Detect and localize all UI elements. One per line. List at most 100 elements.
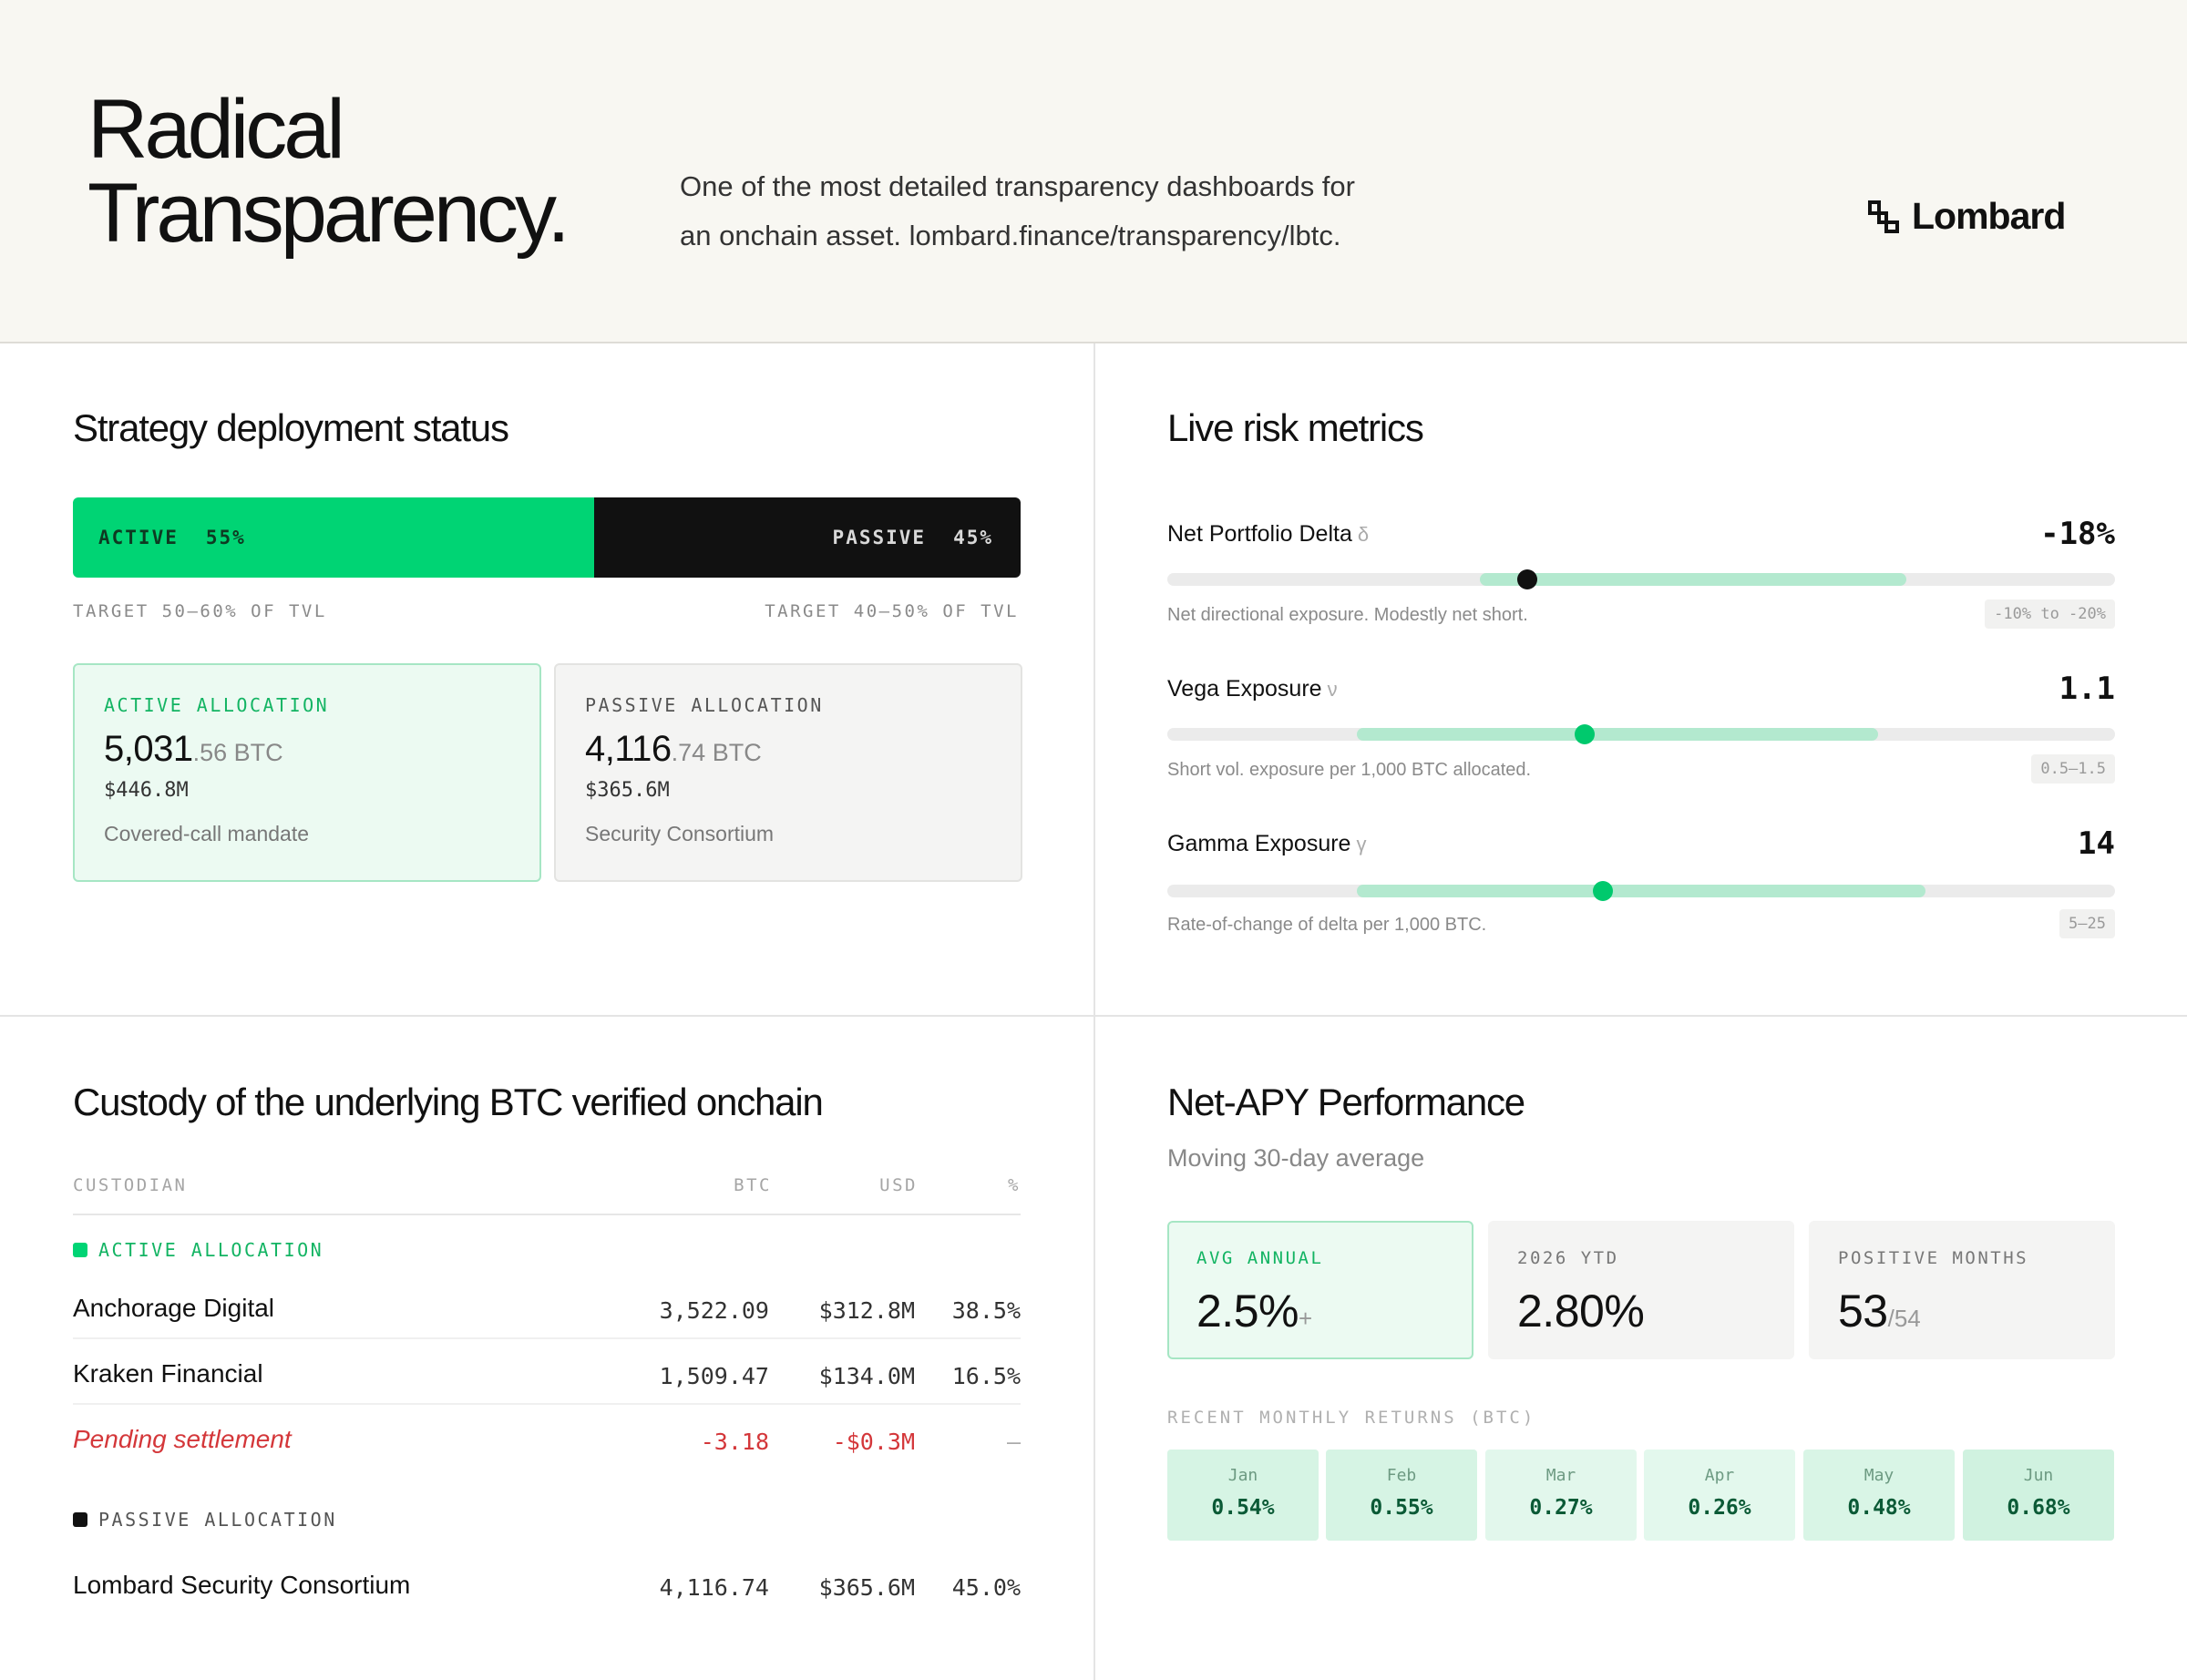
active-allocation-usd: $446.8M — [104, 779, 189, 802]
column-header-pct: % — [1008, 1175, 1021, 1195]
grid-divider-horizontal — [0, 1015, 2187, 1017]
apy-title: Net-APY Performance — [1167, 1081, 1525, 1123]
column-header-btc: BTC — [734, 1175, 772, 1195]
month-name: May — [1864, 1466, 1894, 1485]
passive-allocation-card: PASSIVE ALLOCATION 4,116.74 BTC $365.6M … — [554, 663, 1022, 882]
stat-label: AVG ANNUAL — [1196, 1248, 1324, 1268]
table-header-rule — [73, 1214, 1021, 1215]
brand-logo[interactable]: Lombard — [1868, 195, 2066, 238]
stat-card-avg-annual: AVG ANNUAL 2.5%+ — [1167, 1221, 1473, 1359]
passive-allocation-btc-int: 4,116 — [585, 729, 672, 769]
table-row[interactable]: Lombard Security Consortium 4,116.74 $36… — [73, 1551, 1021, 1616]
active-allocation-unit-text: BTC — [233, 739, 283, 766]
month-return-cell[interactable]: May 0.48% — [1803, 1450, 1955, 1541]
month-value: 0.54% — [1211, 1496, 1275, 1520]
passive-allocation-unit-text: BTC — [712, 739, 762, 766]
stat-value-main: 2.5% — [1196, 1286, 1299, 1337]
month-value: 0.48% — [1847, 1496, 1911, 1520]
metric-name-text: Gamma Exposure — [1167, 831, 1351, 856]
vega-symbol: ν — [1327, 678, 1338, 701]
table-row[interactable]: Anchorage Digital 3,522.09 $312.8M 38.5% — [73, 1274, 1021, 1339]
month-return-cell[interactable]: Jun 0.68% — [1963, 1450, 2114, 1541]
month-value: 0.27% — [1529, 1496, 1593, 1520]
deployment-active-label: ACTIVE — [98, 527, 179, 548]
monthly-returns-label: RECENT MONTHLY RETURNS (BTC) — [1167, 1408, 1536, 1428]
month-value: 0.26% — [1688, 1496, 1751, 1520]
custodian-usd: $312.8M — [818, 1297, 915, 1324]
passive-group-text: PASSIVE ALLOCATION — [98, 1509, 337, 1531]
custodian-name: Anchorage Digital — [73, 1294, 275, 1322]
grid-divider-vertical — [1094, 343, 1095, 1680]
active-group-label: ACTIVE ALLOCATION — [73, 1239, 323, 1261]
month-return-cell[interactable]: Jan 0.54% — [1167, 1450, 1319, 1541]
stat-value: 53/54 — [1838, 1285, 2086, 1337]
active-allocation-btc: 5,031.56 BTC — [104, 729, 510, 770]
metric-description: Net directional exposure. Modestly net s… — [1167, 605, 1528, 625]
page-title-line1: Radical — [87, 83, 345, 176]
lombard-logo-icon — [1868, 200, 1899, 233]
table-row-pending[interactable]: Pending settlement -3.18 -$0.3M — — [73, 1405, 1021, 1470]
custodian-pct: 38.5% — [951, 1297, 1021, 1324]
table-row[interactable]: Kraken Financial 1,509.47 $134.0M 16.5% — [73, 1339, 1021, 1405]
metric-marker — [1593, 881, 1614, 901]
deployment-active-pct: 55% — [205, 527, 246, 548]
custodian-pct: 45.0% — [951, 1574, 1021, 1601]
metric-name: Vega Exposure ν — [1167, 676, 1338, 702]
active-allocation-label: ACTIVE ALLOCATION — [104, 694, 330, 716]
passive-target-note: TARGET 40–50% OF TVL — [765, 601, 1019, 621]
deployment-title: Strategy deployment status — [73, 406, 509, 449]
stat-label: POSITIVE MONTHS — [1838, 1248, 2029, 1268]
column-header-custodian: CUSTODIAN — [73, 1175, 188, 1195]
deployment-bar-passive: PASSIVE 45% — [594, 497, 1021, 578]
custodian-btc: 1,509.47 — [659, 1363, 769, 1389]
passive-allocation-btc-dec: .74 — [671, 739, 706, 766]
page-title: Radical Transparency. — [87, 83, 570, 255]
deployment-bar: ACTIVE 55% PASSIVE 45% — [73, 497, 1021, 578]
metric-net-portfolio-delta: Net Portfolio Delta δ -18% Net directiona… — [1167, 516, 2115, 634]
month-return-cell[interactable]: Feb 0.55% — [1326, 1450, 1477, 1541]
month-name: Jan — [1227, 1466, 1258, 1485]
custodian-name: Kraken Financial — [73, 1359, 263, 1388]
metric-target-range — [1357, 728, 1878, 741]
metric-target-range — [1357, 885, 1925, 897]
deployment-bar-active: ACTIVE 55% — [73, 497, 594, 578]
page-header: Radical Transparency. One of the most de… — [0, 0, 2187, 343]
apy-subtitle: Moving 30-day average — [1167, 1144, 1425, 1172]
metric-name: Gamma Exposure γ — [1167, 831, 1366, 857]
month-return-cell[interactable]: Apr 0.26% — [1644, 1450, 1795, 1541]
stat-card-positive-months: POSITIVE MONTHS 53/54 — [1809, 1221, 2115, 1359]
custodian-pct: — — [1006, 1429, 1021, 1455]
active-allocation-card: ACTIVE ALLOCATION 5,031.56 BTC $446.8M C… — [73, 663, 541, 882]
delta-symbol: δ — [1357, 523, 1370, 546]
stat-value-main: 2.80% — [1517, 1286, 1645, 1337]
metric-marker — [1574, 724, 1595, 744]
custodian-btc: -3.18 — [700, 1429, 769, 1455]
risk-title: Live risk metrics — [1167, 406, 1424, 449]
passive-allocation-btc: 4,116.74 BTC — [585, 729, 991, 770]
month-name: Mar — [1545, 1466, 1576, 1485]
stat-value-main: 53 — [1838, 1286, 1888, 1337]
month-return-cell[interactable]: Mar 0.27% — [1485, 1450, 1637, 1541]
active-allocation-btc-int: 5,031 — [104, 729, 193, 769]
page-description: One of the most detailed transparency da… — [680, 162, 1427, 261]
stat-value: 2.5%+ — [1196, 1285, 1444, 1337]
month-name: Jun — [2023, 1466, 2054, 1485]
column-header-usd: USD — [879, 1175, 918, 1195]
stat-value-suffix: + — [1298, 1305, 1313, 1332]
metric-name-text: Vega Exposure — [1167, 676, 1322, 702]
metric-description: Rate-of-change of delta per 1,000 BTC. — [1167, 915, 1487, 935]
metric-range-badge: -10% to -20% — [1985, 599, 2115, 629]
custodian-usd: $365.6M — [818, 1574, 915, 1601]
metric-vega-exposure: Vega Exposure ν 1.1 Short vol. exposure p… — [1167, 671, 2115, 789]
metric-value: 14 — [2078, 825, 2115, 862]
metric-name-text: Net Portfolio Delta — [1167, 521, 1352, 547]
gamma-symbol: γ — [1356, 833, 1367, 855]
active-target-note: TARGET 50–60% OF TVL — [73, 601, 327, 621]
active-allocation-note: Covered-call mandate — [104, 822, 310, 845]
passive-group-marker-icon — [73, 1512, 87, 1527]
custodian-btc: 3,522.09 — [659, 1297, 769, 1324]
metric-value: 1.1 — [2059, 671, 2115, 707]
metric-range-badge: 0.5–1.5 — [2031, 754, 2115, 784]
custodian-name: Pending settlement — [73, 1425, 292, 1453]
passive-allocation-label: PASSIVE ALLOCATION — [585, 694, 824, 716]
